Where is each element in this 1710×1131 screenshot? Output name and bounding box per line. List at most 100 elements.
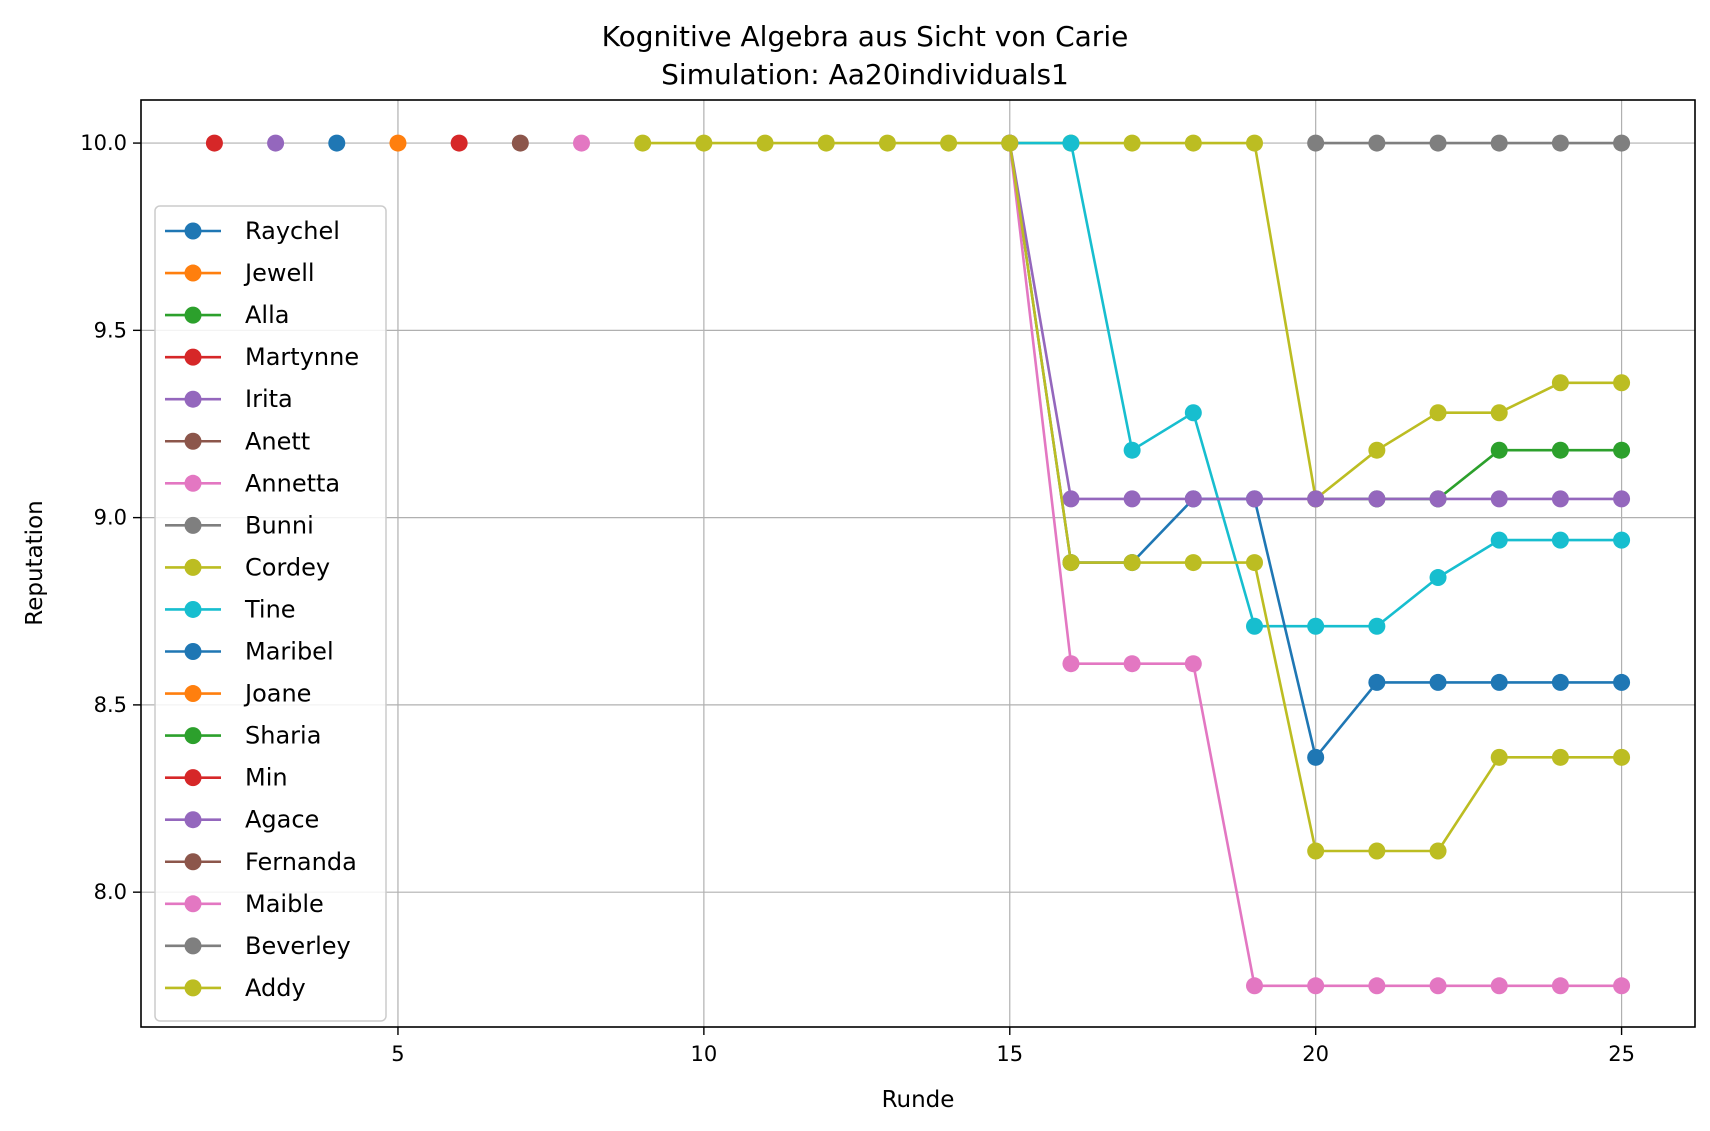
- legend-marker: [184, 853, 202, 871]
- data-point-bunni: [1613, 134, 1631, 152]
- series-layer: [205, 134, 1631, 995]
- data-point-tine: [1307, 617, 1325, 635]
- legend-marker: [184, 937, 202, 955]
- legend-item-alla: Alla: [165, 301, 289, 329]
- data-point-cordey: [1123, 134, 1141, 152]
- y-axis-label: Reputation: [22, 500, 48, 625]
- legend-item-maible: Maible: [165, 890, 324, 918]
- legend-label: Bunni: [245, 511, 314, 539]
- legend-marker: [184, 390, 202, 408]
- legend-item-annetta: Annetta: [165, 469, 340, 497]
- data-point-addy: [1490, 748, 1508, 766]
- legend-marker: [184, 516, 202, 534]
- legend-label: Addy: [245, 974, 306, 1002]
- data-point-maribel: [1613, 673, 1631, 691]
- x-axis-label: Runde: [882, 1087, 955, 1113]
- legend-label: Maribel: [245, 638, 334, 666]
- legend-item-martynne: Martynne: [165, 343, 359, 371]
- series-tine: [1001, 134, 1631, 635]
- series-anett: [511, 134, 529, 152]
- legend-marker: [184, 727, 202, 745]
- data-point-tine: [1062, 134, 1080, 152]
- legend-marker: [184, 558, 202, 576]
- data-point-agace: [1429, 490, 1447, 508]
- legend-item-joane: Joane: [165, 680, 311, 708]
- chart-subtitle: Simulation: Aa20individuals1: [661, 58, 1069, 91]
- legend-marker: [184, 306, 202, 324]
- data-point-cordey: [1184, 134, 1202, 152]
- x-tick-label: 25: [1608, 1042, 1635, 1066]
- legend-marker: [184, 685, 202, 703]
- data-point-maible: [1062, 655, 1080, 673]
- data-point-tine: [1551, 531, 1569, 549]
- data-point-addy: [1429, 842, 1447, 860]
- data-point-maible: [1613, 977, 1631, 995]
- legend-label: Beverley: [245, 932, 351, 960]
- legend-item-addy: Addy: [165, 974, 306, 1002]
- data-point-agace: [1490, 490, 1508, 508]
- legend-label: Raychel: [245, 217, 340, 245]
- legend-item-tine: Tine: [165, 595, 296, 623]
- data-point-tine: [1184, 404, 1202, 422]
- legend-marker: [184, 979, 202, 997]
- legend-label: Alla: [245, 301, 289, 329]
- data-point-maible: [1551, 977, 1569, 995]
- data-point-maible: [1368, 977, 1386, 995]
- data-point-maible: [1490, 977, 1508, 995]
- data-point-alla: [1551, 441, 1569, 459]
- series-bunni: [1307, 134, 1631, 152]
- data-point-maible: [1123, 655, 1141, 673]
- legend-label: Jewell: [243, 259, 315, 287]
- series-maible: [1001, 134, 1631, 995]
- data-point-addy: [756, 134, 774, 152]
- data-point-martynne: [205, 134, 223, 152]
- data-point-addy: [1613, 748, 1631, 766]
- x-tick-label: 15: [996, 1042, 1023, 1066]
- series-annetta: [573, 134, 591, 152]
- data-point-annetta: [573, 134, 591, 152]
- y-tick-label: 8.5: [94, 693, 127, 717]
- legend-marker: [184, 769, 202, 787]
- data-point-cordey: [1368, 441, 1386, 459]
- data-point-alla: [1613, 441, 1631, 459]
- legend-marker: [184, 895, 202, 913]
- legend-label: Tine: [244, 595, 296, 623]
- data-point-addy: [940, 134, 958, 152]
- data-point-raychel: [328, 134, 346, 152]
- data-point-maribel: [1429, 673, 1447, 691]
- legend-label: Annetta: [245, 469, 340, 497]
- legend-marker: [184, 348, 202, 366]
- data-point-agace: [1551, 490, 1569, 508]
- data-point-addy: [1368, 842, 1386, 860]
- plot-frame: [140, 99, 1696, 1028]
- data-point-agace: [1062, 490, 1080, 508]
- legend-item-sharia: Sharia: [165, 722, 321, 750]
- data-point-min: [450, 134, 468, 152]
- data-point-addy: [1001, 134, 1019, 152]
- legend: Raychel Jewell Alla Martynne Irita Anett Annet…: [154, 205, 387, 1022]
- series-raychel: [328, 134, 346, 152]
- legend-item-maribel: Maribel: [165, 638, 334, 666]
- chart-title: Kognitive Algebra aus Sicht von Carie: [602, 20, 1129, 53]
- legend-item-beverley: Beverley: [165, 932, 351, 960]
- data-point-bunni: [1368, 134, 1386, 152]
- legend-item-jewell: Jewell: [165, 259, 315, 287]
- data-point-addy: [1062, 554, 1080, 572]
- data-point-addy: [634, 134, 652, 152]
- data-point-maible: [1307, 977, 1325, 995]
- y-tick-label: 10.0: [80, 131, 127, 155]
- data-point-addy: [878, 134, 896, 152]
- data-point-cordey: [1613, 374, 1631, 392]
- data-point-cordey: [1245, 134, 1263, 152]
- legend-item-anett: Anett: [165, 427, 310, 455]
- legend-marker: [184, 432, 202, 450]
- series-min: [450, 134, 468, 152]
- legend-box: [154, 205, 387, 1022]
- legend-marker: [184, 643, 202, 660]
- y-tick-label: 9.5: [94, 318, 127, 342]
- data-point-jewell: [389, 134, 407, 152]
- x-tick-label: 5: [391, 1042, 404, 1066]
- legend-label: Joane: [243, 680, 311, 708]
- data-point-maribel: [1490, 673, 1508, 691]
